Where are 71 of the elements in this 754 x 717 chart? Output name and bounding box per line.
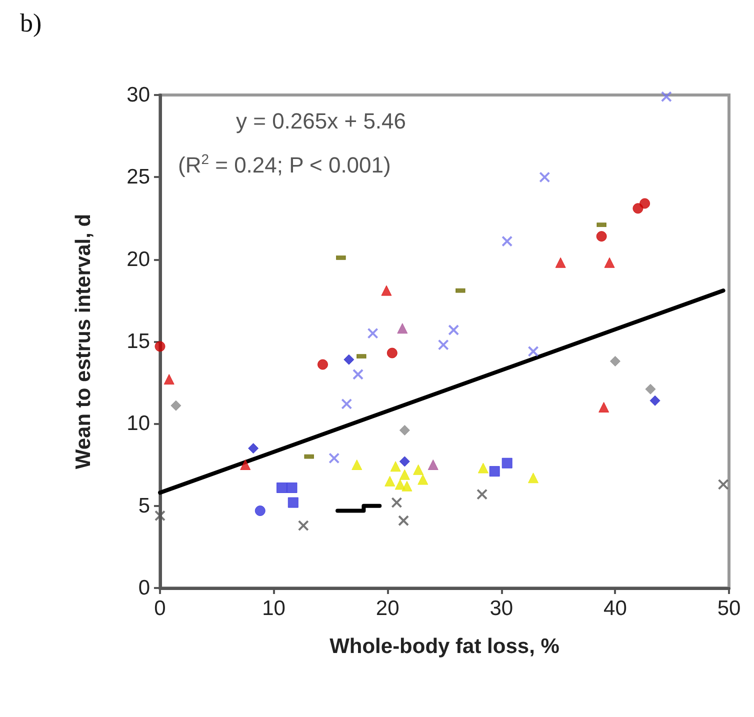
point xyxy=(381,285,392,296)
x-tick-label: 10 xyxy=(262,597,286,620)
point xyxy=(398,515,410,526)
point xyxy=(240,460,251,470)
point xyxy=(413,464,424,475)
point xyxy=(367,328,378,339)
point xyxy=(610,356,620,366)
y-tick-label: 20 xyxy=(126,248,150,271)
point xyxy=(399,424,410,436)
point xyxy=(164,374,174,385)
point xyxy=(478,462,488,474)
point xyxy=(418,474,428,485)
point xyxy=(399,469,410,480)
point xyxy=(489,466,500,477)
y-axis-title: Wean to estrus interval, d xyxy=(72,214,95,470)
x-tick-label: 20 xyxy=(376,597,400,620)
point xyxy=(539,172,550,183)
point xyxy=(428,460,438,470)
point xyxy=(448,324,460,336)
point xyxy=(555,257,566,268)
point xyxy=(502,458,512,468)
point xyxy=(384,476,396,486)
point xyxy=(397,323,408,334)
y-tick-label: 5 xyxy=(138,494,150,518)
chart-title: b) xyxy=(20,8,42,38)
point xyxy=(317,359,328,370)
point xyxy=(286,482,298,494)
point xyxy=(645,384,656,394)
x-tick-label: 50 xyxy=(717,597,741,620)
x-tick-label: 0 xyxy=(154,597,166,620)
x-tick-label: 30 xyxy=(490,597,514,620)
point xyxy=(476,488,488,500)
point xyxy=(632,203,644,214)
y-tick-label: 25 xyxy=(126,166,150,189)
point xyxy=(502,236,513,247)
point xyxy=(344,354,354,365)
point xyxy=(528,346,539,357)
point xyxy=(402,480,412,492)
point xyxy=(341,398,352,410)
point xyxy=(640,198,650,209)
point xyxy=(254,506,266,516)
x-axis-title: Whole-body fat loss, % xyxy=(330,635,560,658)
point xyxy=(399,456,410,467)
point xyxy=(718,478,729,490)
point xyxy=(438,339,449,350)
y-tick-label: 15 xyxy=(126,330,150,353)
point xyxy=(650,395,660,406)
x-tick-label: 40 xyxy=(604,597,627,620)
point xyxy=(288,497,298,508)
point xyxy=(154,341,166,352)
point xyxy=(386,348,398,358)
point xyxy=(660,91,672,102)
point xyxy=(328,452,340,464)
point xyxy=(248,443,259,454)
point xyxy=(276,482,288,494)
y-tick-label: 10 xyxy=(126,412,150,436)
point xyxy=(391,497,402,508)
point xyxy=(604,257,615,268)
point xyxy=(154,510,166,522)
point xyxy=(352,368,364,380)
point xyxy=(528,472,539,484)
point xyxy=(352,460,362,470)
y-tick-label: 30 xyxy=(126,84,150,106)
point xyxy=(394,479,406,490)
annotation: y = 0.265x + 5.46 xyxy=(236,108,406,134)
point xyxy=(598,402,610,412)
point xyxy=(596,231,607,242)
point xyxy=(170,400,182,411)
point xyxy=(390,461,401,472)
point xyxy=(298,520,309,532)
y-tick-label: 0 xyxy=(138,576,150,600)
